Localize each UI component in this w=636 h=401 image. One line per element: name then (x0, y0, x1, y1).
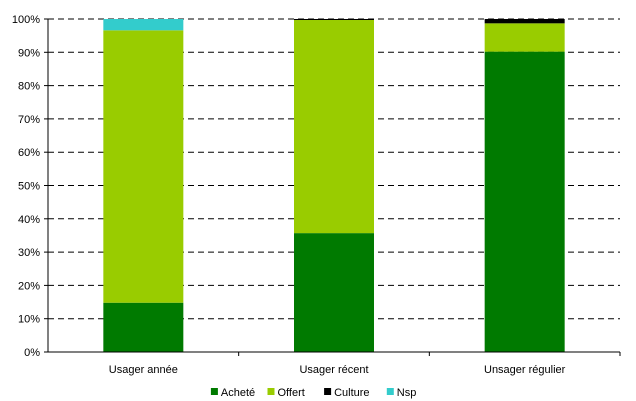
y-tick-label: 30% (18, 247, 40, 259)
y-tick-label: 0% (24, 347, 40, 359)
bar-segment-3-1 (484, 51, 565, 352)
legend: Acheté Offert Culture Nsp (210, 387, 417, 399)
bars (103, 19, 565, 352)
bar-segment-1-4 (103, 19, 184, 31)
x-category-label: Usager année (109, 364, 178, 376)
bar-segment-2-1 (294, 233, 374, 352)
legend-swatch-4 (386, 388, 394, 395)
legend-label-4: Nsp (397, 387, 417, 399)
legend-label-1: Acheté (221, 387, 255, 399)
bar-segment-1-2 (103, 30, 184, 303)
y-tick-label: 60% (18, 147, 40, 159)
bar-segment-3-3 (484, 19, 565, 24)
y-tick-label: 80% (18, 81, 40, 93)
y-tick-label: 50% (18, 181, 40, 193)
y-tick-label: 10% (18, 314, 40, 326)
y-tick-label: 100% (12, 14, 40, 26)
y-tick-label: 70% (18, 114, 40, 126)
x-category-labels: Usager année Usager récent Unsager régulie… (109, 364, 566, 376)
legend-swatch-1 (210, 388, 218, 395)
bar-segment-2-3 (294, 19, 374, 20)
y-tick-label: 40% (18, 214, 40, 226)
legend-swatch-2 (267, 388, 275, 395)
bar-segment-2-2 (294, 19, 374, 234)
bar-segment-1-1 (103, 302, 184, 352)
y-tick-label: 90% (18, 47, 40, 59)
legend-label-2: Offert (278, 387, 305, 399)
legend-label-3: Culture (334, 387, 369, 399)
x-category-label: Usager récent (299, 364, 368, 376)
bar-segment-3-2 (484, 23, 565, 52)
y-tick-labels: 0% 10% 20% 30% 40% 50% 60% 70% 80% 90% 100% (12, 14, 40, 359)
axes (44, 18, 621, 356)
x-category-label: Unsager régulier (484, 364, 566, 376)
y-tick-label: 20% (18, 280, 40, 292)
legend-swatch-3 (324, 388, 332, 395)
